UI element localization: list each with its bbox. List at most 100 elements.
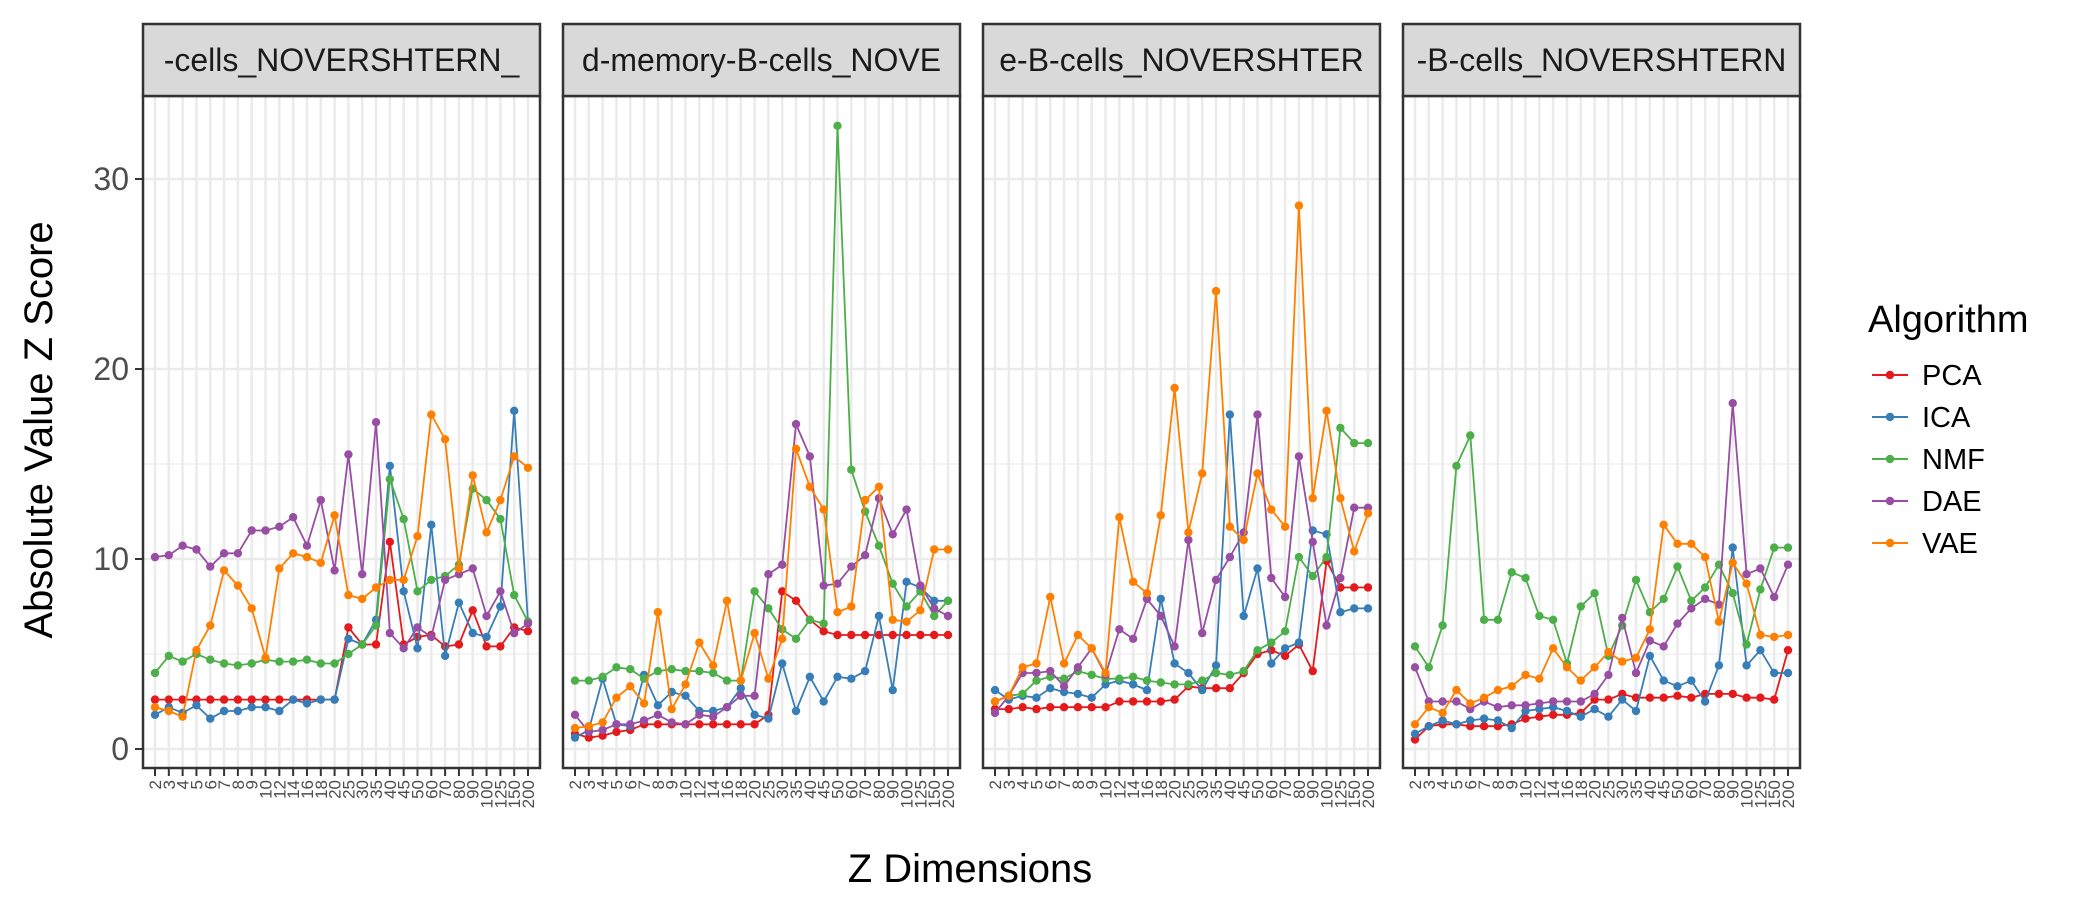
data-point-pca	[482, 642, 491, 651]
data-point-nmf	[302, 655, 312, 664]
data-point-nmf	[288, 657, 298, 666]
x-tick-label: 10	[677, 780, 696, 799]
data-point-pca	[1714, 689, 1724, 699]
x-tick-label: 4	[1014, 780, 1033, 789]
data-point-vae	[482, 528, 491, 537]
data-point-vae	[1336, 494, 1345, 503]
data-point-pca	[1004, 704, 1014, 714]
x-tick-label: 7	[215, 780, 234, 789]
x-tick-label: 100	[898, 780, 917, 808]
x-tick-label: 50	[1248, 780, 1267, 799]
data-point-vae	[454, 564, 464, 573]
data-point-vae	[1018, 663, 1027, 672]
data-point-nmf	[1507, 568, 1516, 577]
series-line-pca	[995, 557, 1368, 711]
data-point-nmf	[1198, 676, 1207, 685]
data-point-vae	[1322, 406, 1331, 415]
data-point-vae	[1308, 494, 1317, 503]
data-point-nmf	[847, 465, 856, 474]
x-tick-label: 150	[925, 780, 944, 808]
data-point-nmf	[1308, 571, 1317, 581]
data-point-vae	[667, 704, 676, 714]
data-point-ica	[192, 701, 201, 710]
data-point-nmf	[316, 659, 325, 668]
x-tick-label: 8	[1489, 780, 1508, 789]
x-tick-label: 30	[1613, 780, 1632, 799]
data-point-nmf	[1225, 670, 1235, 680]
data-point-vae	[496, 495, 505, 505]
x-tick-label: 40	[1221, 780, 1240, 799]
data-point-nmf	[1115, 674, 1124, 683]
data-point-pca	[1521, 714, 1530, 723]
data-point-ica	[1032, 693, 1041, 702]
x-tick-label: 8	[229, 780, 248, 789]
data-point-vae	[399, 575, 408, 585]
data-point-nmf	[1322, 552, 1331, 562]
data-point-ica	[1253, 564, 1262, 573]
data-point-pca	[1032, 704, 1041, 714]
data-point-nmf	[1059, 674, 1069, 683]
data-point-vae	[164, 706, 174, 716]
data-point-pca	[496, 642, 505, 651]
data-point-dae	[1170, 642, 1179, 651]
data-point-ica	[1673, 682, 1682, 691]
data-point-ica	[288, 695, 298, 704]
legend-item: PCA	[1872, 360, 1982, 392]
data-point-ica	[860, 666, 870, 676]
data-point-dae	[1073, 663, 1083, 672]
data-point-dae	[681, 720, 690, 729]
series-line-dae	[154, 422, 529, 650]
data-point-ica	[1128, 680, 1138, 689]
x-tick-label: 150	[505, 780, 524, 808]
data-point-vae	[1700, 552, 1710, 562]
data-point-dae	[164, 551, 174, 560]
data-point-pca	[612, 727, 621, 737]
data-point-ica	[1687, 676, 1696, 685]
x-tick-label: 125	[911, 780, 930, 808]
data-point-ica	[330, 695, 339, 704]
x-tick-label: 30	[353, 780, 372, 799]
facet-strip-label: d-memory-B-cells_NOVE	[582, 42, 941, 78]
data-point-vae	[1687, 539, 1696, 548]
data-point-vae	[1618, 657, 1627, 666]
data-point-vae	[1466, 699, 1475, 708]
legend-key-point	[1885, 412, 1895, 422]
data-point-dae	[1535, 699, 1544, 708]
data-point-ica	[1184, 668, 1193, 678]
x-tick-label: 150	[1345, 780, 1364, 808]
data-point-pca	[819, 627, 828, 636]
data-point-vae	[1239, 535, 1248, 545]
data-point-ica	[1225, 410, 1235, 419]
x-tick-label: 2	[566, 780, 585, 789]
facet-strip	[141, 22, 542, 98]
data-point-dae	[1645, 636, 1655, 645]
data-point-nmf	[1410, 642, 1420, 651]
x-tick-label: 45	[815, 780, 834, 799]
legend-label: ICA	[1922, 402, 1971, 434]
x-tick-label: 3	[580, 780, 599, 789]
data-point-pca	[1673, 691, 1682, 700]
data-point-dae	[943, 611, 953, 621]
data-point-vae	[192, 646, 201, 655]
data-point-vae	[358, 594, 367, 604]
data-point-ica	[1728, 543, 1737, 552]
data-point-dae	[626, 720, 635, 729]
data-point-ica	[778, 659, 787, 668]
data-point-pca	[902, 630, 911, 640]
data-point-vae	[1059, 659, 1069, 668]
data-point-nmf	[1267, 638, 1276, 647]
data-point-nmf	[943, 596, 953, 605]
data-point-pca	[653, 720, 663, 729]
facet-strip-label: e-B-cells_NOVERSHTER	[999, 42, 1364, 78]
data-point-pca	[750, 720, 759, 729]
data-point-pca	[1535, 712, 1544, 721]
data-point-dae	[708, 712, 718, 721]
legend-item: VAE	[1872, 528, 1978, 560]
facet-panel: -B-cells_NOVERSHTERN23456789101214161820…	[1401, 22, 1802, 808]
data-point-nmf	[584, 676, 594, 685]
data-point-dae	[1322, 621, 1331, 630]
data-point-dae	[778, 560, 787, 569]
data-point-pca	[708, 720, 718, 729]
data-point-dae	[1673, 619, 1682, 628]
series-line-pca	[1414, 649, 1789, 741]
